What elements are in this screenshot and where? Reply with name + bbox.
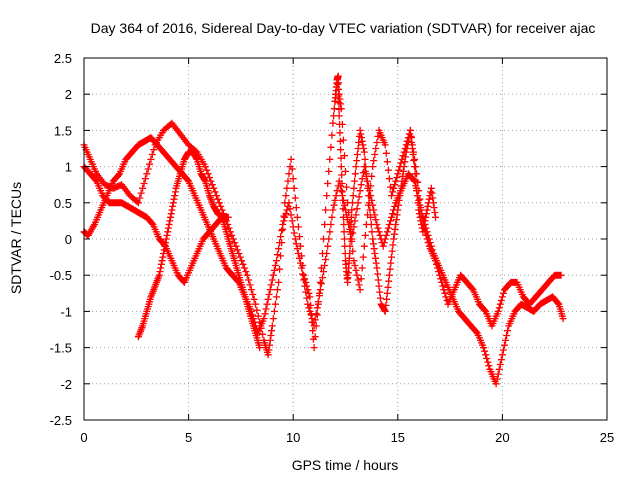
x-tick-label: 25 [600,430,614,445]
series-track-b [80,134,567,388]
x-tick-label: 5 [185,430,192,445]
y-tick-label: -1.5 [50,341,72,356]
axis-ticks [83,57,608,421]
tick-labels: 0 5 10 15 20 25 -2.5 -2 -1.5 -1 -0.5 0 0.5 1 1.5 2 2.5 [50,51,615,445]
x-tick-label: 15 [391,430,405,445]
y-axis-title: SDTVAR / TECUs [8,182,24,294]
y-tick-label: 1 [65,160,72,175]
y-tick-label: -0.5 [50,268,72,283]
plot-frame [83,57,608,421]
series-track-a [80,76,565,359]
marker-path [331,72,439,315]
y-tick-label: 0 [65,232,72,247]
x-axis-title: GPS time / hours [292,457,399,473]
y-tick-label: -2.5 [50,413,72,428]
y-tick-label: -2 [60,377,72,392]
data-markers [80,72,567,388]
x-tick-label: 0 [80,430,87,445]
series-track-e [331,72,439,315]
marker-path [80,76,565,359]
y-tick-label: 0.5 [54,196,72,211]
marker-path [80,134,567,388]
x-tick-label: 20 [495,430,509,445]
y-tick-label: 1.5 [54,123,72,138]
y-tick-label: 2 [65,87,72,102]
chart-title: Day 364 of 2016, Sidereal Day-to-day VTE… [91,20,596,36]
x-tick-label: 10 [286,430,300,445]
y-tick-label: 2.5 [54,51,72,66]
y-tick-label: -1 [60,304,72,319]
